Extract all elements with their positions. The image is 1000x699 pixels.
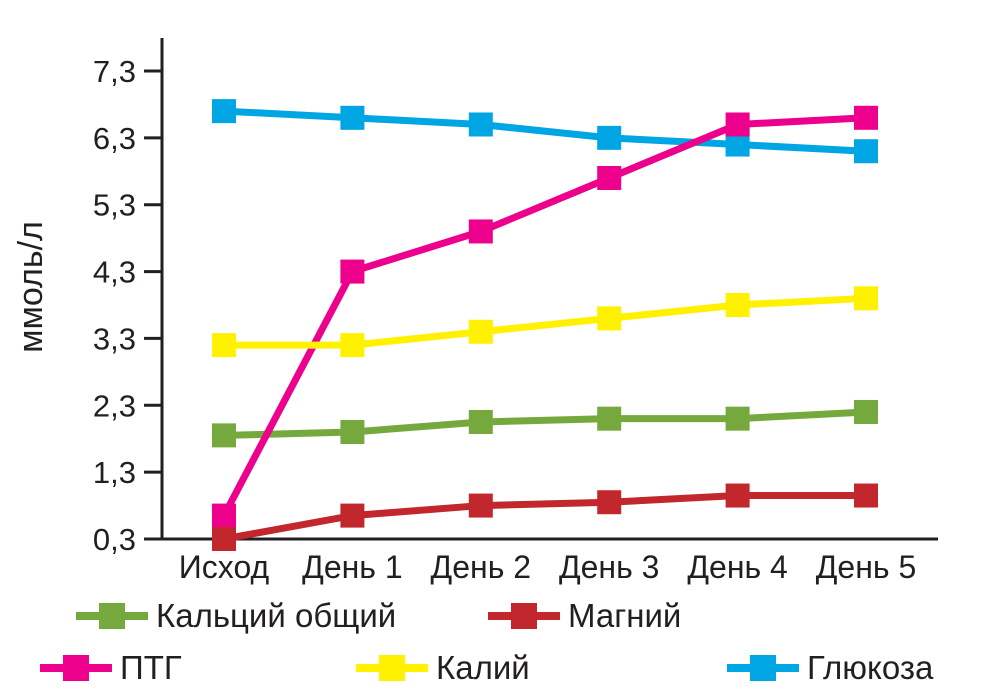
series-marker-3 [340, 333, 365, 358]
series-marker-4 [340, 105, 365, 130]
series-marker-3 [725, 293, 750, 318]
series-line-4 [223, 107, 867, 155]
series-marker-1 [597, 490, 622, 515]
y-tick-label: 7,3 [93, 54, 136, 89]
series-line-0 [223, 408, 867, 439]
series-marker-1 [468, 493, 493, 518]
series-marker-2 [212, 503, 236, 528]
x-tick-label: День 2 [431, 549, 532, 585]
series-marker-0 [854, 399, 878, 424]
x-tick-label: День 1 [302, 549, 403, 585]
series-marker-0 [597, 406, 622, 431]
series-marker-2 [340, 259, 365, 284]
legend-label: Калий [436, 649, 530, 686]
series-marker-0 [340, 420, 365, 445]
x-tick-label: День 4 [687, 549, 788, 585]
y-tick-label: 5,3 [93, 188, 136, 223]
series-marker-0 [468, 410, 493, 435]
legend-label: ПТГ [120, 649, 182, 686]
y-tick-label: 0,3 [93, 522, 136, 557]
series-marker-0 [212, 423, 236, 448]
series-marker-3 [597, 306, 622, 331]
x-tick-label: День 3 [559, 549, 660, 585]
legend-label: Магний [568, 597, 681, 634]
series-line-3 [224, 294, 867, 349]
y-tick-label: 2,3 [93, 388, 136, 423]
series-marker-2 [725, 112, 750, 137]
series-marker-3 [212, 333, 236, 358]
legend-swatch-icon [379, 655, 405, 681]
x-tick-label: Исход [179, 549, 270, 585]
series-marker-2 [597, 165, 622, 190]
series-marker-4 [725, 132, 750, 157]
x-tick-label: День 5 [816, 549, 917, 585]
series-marker-3 [854, 286, 878, 311]
series-line-2 [220, 114, 867, 518]
series-marker-4 [212, 99, 236, 124]
series-marker-4 [468, 112, 493, 137]
series-marker-0 [725, 406, 750, 431]
y-tick-label: 4,3 [93, 255, 136, 290]
y-tick-label: 6,3 [93, 121, 136, 156]
series-marker-1 [340, 503, 365, 528]
series-marker-1 [725, 483, 750, 508]
series-marker-2 [468, 219, 493, 244]
series-marker-2 [854, 105, 878, 130]
series-marker-4 [597, 125, 622, 150]
legend-label: Кальций общий [156, 597, 396, 634]
series-marker-1 [854, 483, 878, 508]
legend-label: Глюкоза [807, 649, 934, 686]
legend-swatch-icon [99, 603, 125, 629]
series-line-1 [223, 492, 866, 543]
y-tick-label: 3,3 [93, 321, 136, 356]
legend-swatch-icon [511, 603, 537, 629]
legend-swatch-icon [750, 655, 776, 681]
series-marker-1 [212, 527, 236, 551]
y-axis-title: ммоль/л [12, 221, 50, 353]
legend-swatch-icon [63, 655, 89, 681]
y-tick-label: 1,3 [93, 455, 136, 490]
series-marker-4 [854, 139, 878, 164]
series-marker-3 [468, 319, 493, 344]
